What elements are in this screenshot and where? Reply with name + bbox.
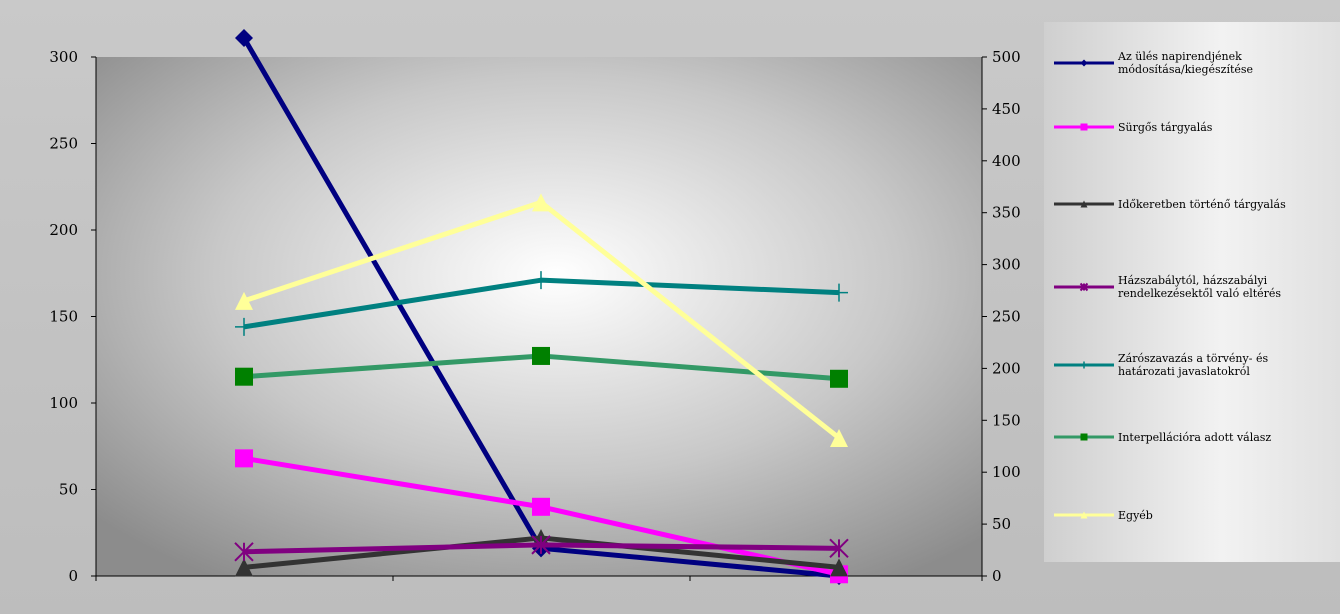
series-7-point-1 (235, 291, 253, 310)
right-tick-label: 500 (992, 48, 1021, 66)
right-tick-label: 100 (992, 463, 1021, 481)
legend-label-7: Egyéb (1118, 508, 1153, 522)
left-tick-label: 100 (49, 394, 78, 412)
legend-label-6: Interpellációra adott válasz (1118, 430, 1272, 444)
legend-label-2: Sürgős tárgyalás (1118, 120, 1213, 134)
left-tick-label: 200 (49, 221, 78, 239)
series-layer (234, 28, 849, 585)
legend-swatch-marker (1080, 433, 1088, 441)
left-tick-label: 0 (68, 567, 78, 585)
series-5-point-1 (235, 317, 253, 336)
legend-swatch-marker (1080, 511, 1088, 519)
series-5-point-3 (830, 283, 848, 302)
legend: Az ülés napirendjének módosítása/kiegész… (1044, 22, 1340, 562)
right-tick-label: 350 (992, 204, 1021, 222)
series-1-point-1 (235, 28, 253, 47)
left-axis-ticks: 0 50 100 150 200 250 300 (49, 48, 983, 585)
series-5-point-2 (532, 271, 550, 290)
right-tick-label: 150 (992, 411, 1021, 429)
right-axis-ticks: 0 50 100 150 200 250 300 350 400 450 500 (982, 48, 1021, 585)
series-4-point-2 (531, 535, 551, 555)
series-7 (235, 193, 848, 447)
legend-swatch-marker (1079, 282, 1089, 292)
plot-area (96, 57, 982, 576)
series-2-point-2 (532, 497, 550, 516)
series-4-point-1 (234, 542, 254, 562)
legend-item-6: Interpellációra adott válasz (1044, 430, 1318, 444)
legend-swatch-5 (1054, 361, 1114, 369)
series-3-point-3 (830, 558, 848, 577)
legend-swatch-marker (1080, 200, 1088, 208)
legend-item-4: Házszabálytól, házszabályi rendelkezések… (1044, 274, 1318, 300)
series-4-point-3 (829, 538, 849, 559)
left-tick-label: 50 (59, 481, 78, 499)
legend-label-1: Az ülés napirendjének módosítása/kiegész… (1118, 50, 1254, 76)
legend-label-5: Zárószavazás a törvény- és határozati ja… (1118, 352, 1269, 378)
right-tick-label: 50 (992, 515, 1011, 533)
left-tick-label: 250 (49, 135, 78, 153)
series-7-point-3 (830, 428, 848, 447)
series-6-point-2 (532, 346, 550, 365)
legend-swatch-6 (1054, 433, 1114, 441)
series-4 (234, 535, 849, 562)
legend-item-7: Egyéb (1044, 508, 1318, 522)
legend-label-3: Időkeretben történő tárgyalás (1118, 197, 1286, 211)
legend-swatch-3 (1054, 200, 1114, 208)
series-6-point-3 (830, 369, 848, 388)
series-7-point-2 (532, 193, 550, 212)
series-3-point-1 (235, 558, 253, 577)
left-tick-label: 300 (49, 48, 78, 66)
legend-item-1: Az ülés napirendjének módosítása/kiegész… (1044, 50, 1318, 76)
legend-swatch-marker (1080, 59, 1088, 67)
legend-item-2: Sürgős tárgyalás (1044, 120, 1318, 134)
right-tick-label: 450 (992, 100, 1021, 118)
legend-swatch-7 (1054, 511, 1114, 519)
legend-swatch-1 (1054, 59, 1114, 67)
right-tick-label: 200 (992, 359, 1021, 377)
legend-swatch-marker (1080, 361, 1088, 369)
series-6 (235, 346, 848, 388)
series-5 (235, 271, 848, 336)
legend-label-4: Házszabálytól, házszabályi rendelkezések… (1118, 274, 1282, 300)
legend-item-3: Időkeretben történő tárgyalás (1044, 197, 1318, 211)
series-6-point-1 (235, 367, 253, 386)
right-tick-label: 250 (992, 308, 1021, 326)
right-tick-label: 300 (992, 256, 1021, 274)
legend-swatch-4 (1054, 282, 1114, 292)
right-tick-label: 0 (992, 567, 1002, 585)
legend-swatch-marker (1080, 123, 1088, 131)
legend-swatch-2 (1054, 123, 1114, 131)
series-2-point-1 (235, 449, 253, 468)
legend-item-5: Zárószavazás a törvény- és határozati ja… (1044, 352, 1318, 378)
right-tick-label: 400 (992, 152, 1021, 170)
left-tick-label: 150 (49, 308, 78, 326)
